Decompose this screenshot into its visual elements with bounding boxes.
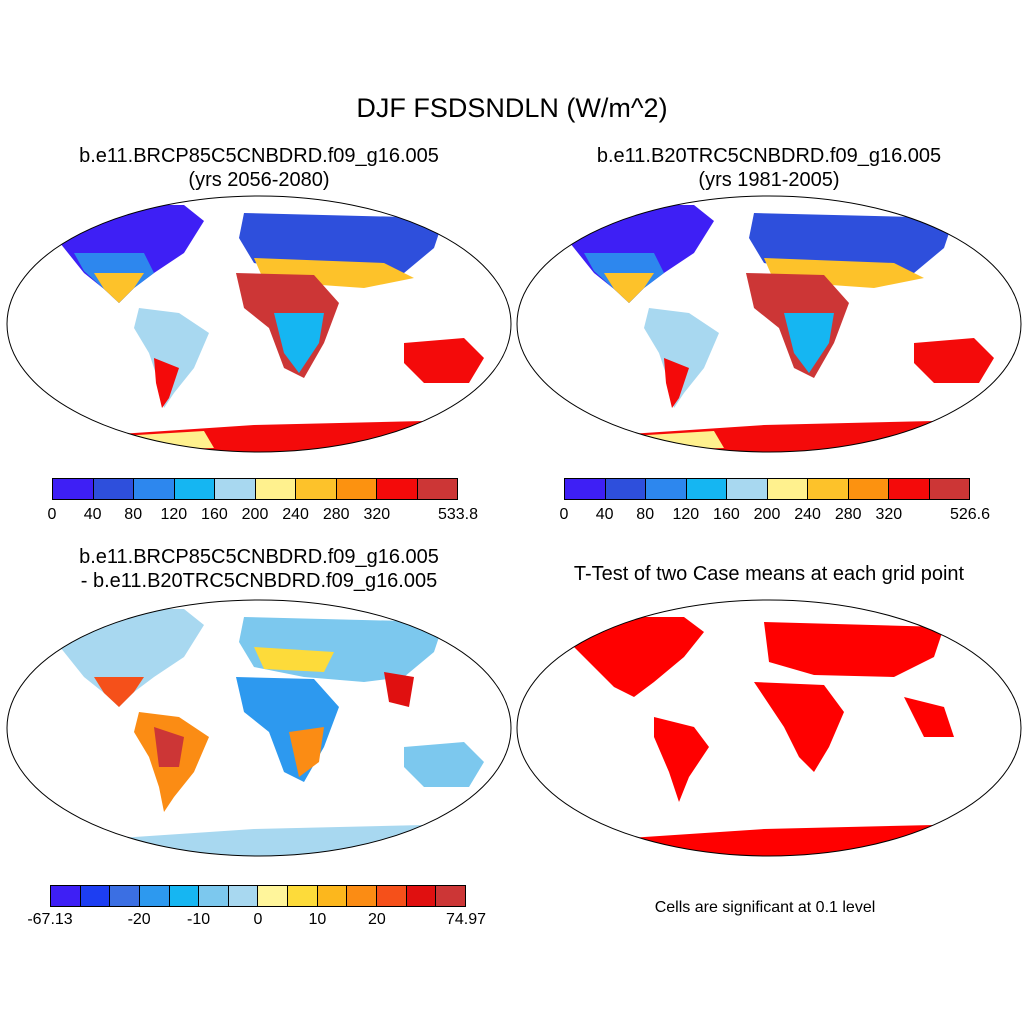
colorbar-labels-historical: 0 40 80 120 160 200 240 280 320 526.6 — [512, 506, 1024, 528]
colorbar-swatch — [889, 479, 930, 499]
colorbar-swatch — [317, 886, 348, 906]
colorbar-swatch — [139, 886, 170, 906]
panel-title-line1: b.e11.BRCP85C5CNBDRD.f09_g16.005 — [79, 546, 439, 568]
colorbar-swatch — [406, 886, 437, 906]
colorbar-tick-label: -10 — [187, 911, 211, 928]
colorbar-swatch — [605, 479, 646, 499]
colorbar-tick-label: 200 — [241, 506, 269, 523]
colorbar-tick-label: 80 — [636, 506, 655, 523]
colorbar-swatch — [377, 479, 418, 499]
significance-note: Cells are significant at 0.1 level — [654, 899, 876, 916]
colorbar-swatch — [80, 886, 111, 906]
panel-title-historical: b.e11.B20TRC5CNBDRD.f09_g16.005 (yrs 198… — [514, 144, 1024, 192]
colorbar-tick-label: 280 — [834, 506, 862, 523]
colorbar-future — [52, 478, 458, 500]
colorbar-tick-label: 120 — [160, 506, 188, 523]
map-fill-historical — [554, 205, 994, 452]
colorbar-swatch — [686, 479, 727, 499]
colorbar-tick-label: 0 — [47, 506, 57, 523]
colorbar-swatch — [436, 886, 465, 906]
colorbar-swatch — [174, 479, 215, 499]
colorbar-swatch — [565, 479, 606, 499]
colorbar-swatch — [228, 886, 259, 906]
colorbar-tick-label: 80 — [124, 506, 143, 523]
panel-title-line1: b.e11.BRCP85C5CNBDRD.f09_g16.005 — [79, 145, 439, 167]
map-historical — [516, 195, 1022, 453]
colorbar-tick-label: -20 — [127, 911, 151, 928]
colorbar-swatch — [336, 479, 377, 499]
colorbar-tick-label: 533.8 — [437, 506, 479, 523]
colorbar-tick-label: 200 — [753, 506, 781, 523]
map-fill-difference — [44, 609, 484, 856]
map-difference — [6, 599, 512, 857]
colorbar-tick-label: 120 — [672, 506, 700, 523]
colorbar-labels-future: 0 40 80 120 160 200 240 280 320 533.8 — [0, 506, 512, 528]
colorbar-swatch — [727, 479, 768, 499]
colorbar-tick-label: 240 — [794, 506, 821, 523]
colorbar-swatch — [929, 479, 969, 499]
colorbar-tick-label: 10 — [308, 911, 327, 928]
colorbar-swatch — [255, 479, 296, 499]
colorbar-swatch — [258, 886, 289, 906]
colorbar-swatch — [767, 479, 808, 499]
colorbar-tick-label: 160 — [201, 506, 228, 523]
colorbar-swatch — [215, 479, 256, 499]
panel-title-line1: b.e11.B20TRC5CNBDRD.f09_g16.005 — [596, 145, 942, 167]
panel-title-future: b.e11.BRCP85C5CNBDRD.f09_g16.005 (yrs 20… — [4, 144, 514, 192]
map-significance — [516, 599, 1022, 857]
colorbar-swatch — [288, 886, 318, 906]
colorbar-tick-label: 160 — [713, 506, 740, 523]
map-fill-significance — [564, 617, 954, 856]
figure-title: DJF FSDSNDLN (W/m^2) — [356, 93, 668, 123]
colorbar-swatch — [646, 479, 687, 499]
colorbar-tick-label: 526.6 — [949, 506, 991, 523]
colorbar-tick-label: 280 — [322, 506, 350, 523]
colorbar-swatch — [110, 886, 140, 906]
colorbar-swatch — [417, 479, 457, 499]
colorbar-swatch — [296, 479, 337, 499]
panel-title-difference: b.e11.BRCP85C5CNBDRD.f09_g16.005 - b.e11… — [4, 545, 514, 593]
panel-title-line2: - b.e11.B20TRC5CNBDRD.f09_g16.005 — [80, 570, 438, 592]
colorbar-labels-difference: -67.13 -20 -10 0 10 20 74.97 — [0, 911, 512, 933]
colorbar-historical — [564, 478, 970, 500]
colorbar-swatch — [169, 886, 200, 906]
panel-title-line2: (yrs 2056-2080) — [188, 169, 330, 191]
map-border — [6, 195, 512, 453]
colorbar-tick-label: 0 — [253, 911, 263, 928]
colorbar-tick-label: 320 — [363, 506, 391, 523]
map-future — [6, 195, 512, 453]
colorbar-swatch — [93, 479, 134, 499]
colorbar-tick-label: 40 — [595, 506, 614, 523]
colorbar-tick-label: 0 — [559, 506, 569, 523]
map-fill-future — [44, 205, 484, 452]
panel-title-line2: (yrs 1981-2005) — [698, 169, 840, 191]
colorbar-difference — [50, 885, 466, 907]
colorbar-tick-label: 20 — [367, 911, 386, 928]
colorbar-swatch — [199, 886, 229, 906]
colorbar-tick-label: 240 — [282, 506, 309, 523]
colorbar-swatch — [848, 479, 889, 499]
map-border — [516, 195, 1022, 453]
colorbar-tick-label: 320 — [875, 506, 903, 523]
colorbar-tick-label: 74.97 — [445, 911, 487, 928]
panel-title-ttest: T-Test of two Case means at each grid po… — [573, 563, 965, 585]
colorbar-tick-label: 40 — [83, 506, 102, 523]
colorbar-swatch — [134, 479, 175, 499]
colorbar-swatch — [377, 886, 407, 906]
colorbar-swatch — [808, 479, 849, 499]
map-border — [516, 599, 1022, 857]
colorbar-swatch — [347, 886, 378, 906]
colorbar-swatch — [53, 479, 94, 499]
colorbar-tick-label: -67.13 — [27, 911, 73, 928]
map-border — [6, 599, 512, 857]
colorbar-swatch — [51, 886, 81, 906]
